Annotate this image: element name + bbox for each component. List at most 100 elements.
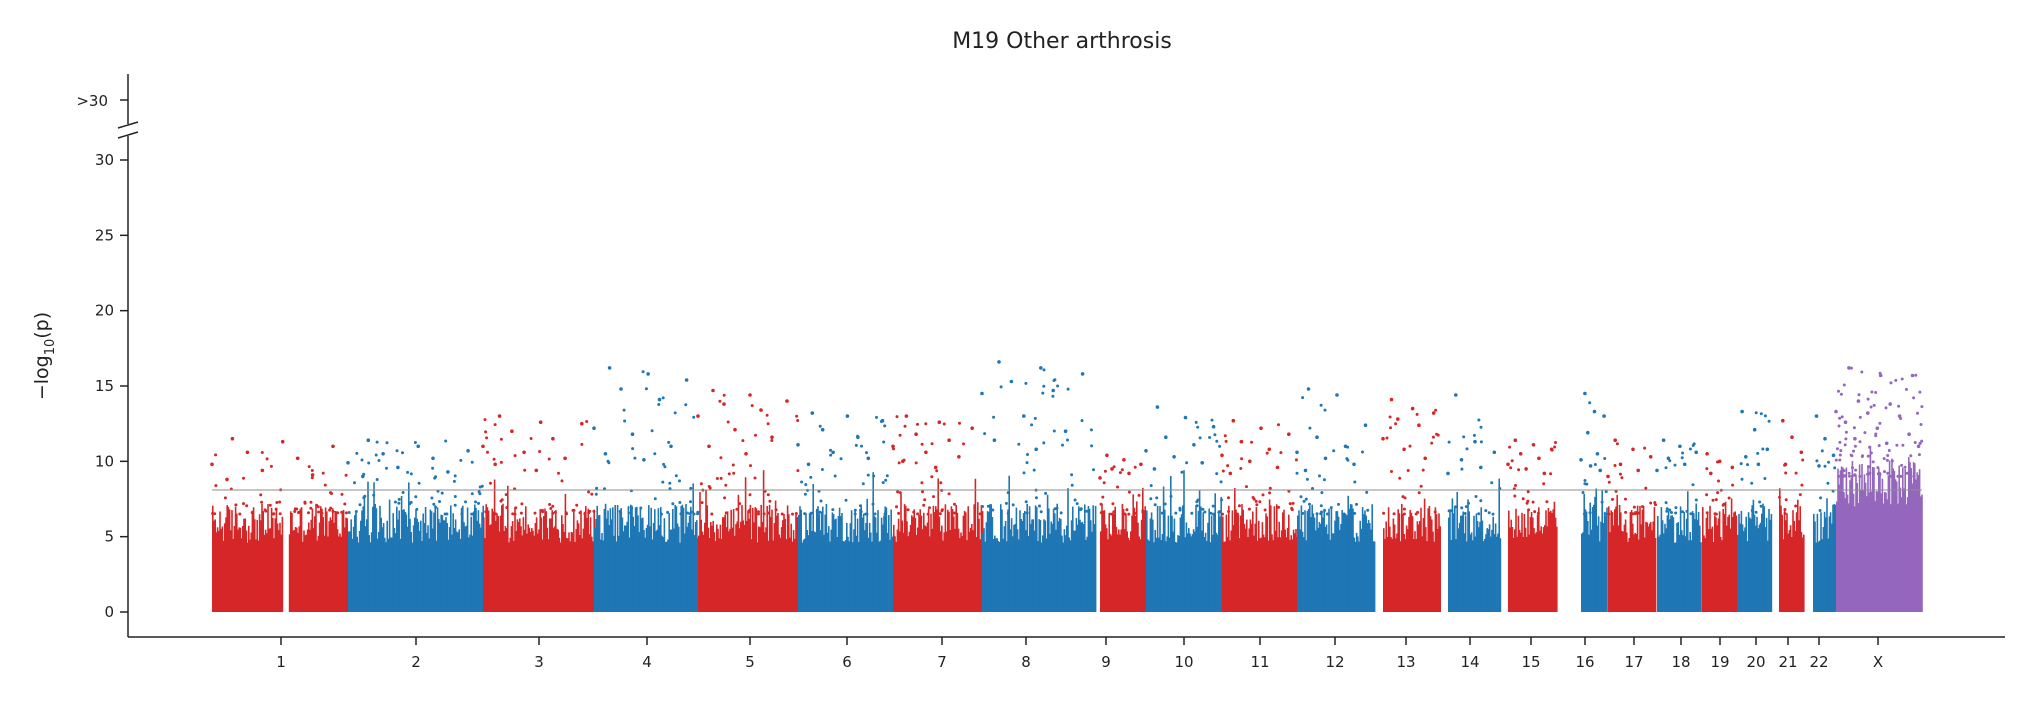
snp-point bbox=[1389, 426, 1392, 430]
snp-point bbox=[601, 533, 603, 612]
snp-point bbox=[608, 525, 610, 612]
snp-point bbox=[1680, 456, 1684, 460]
snp-hit bbox=[1897, 414, 1902, 418]
snp-point bbox=[1212, 512, 1216, 516]
snp-point bbox=[291, 513, 293, 612]
snp-point bbox=[743, 524, 746, 612]
snp-hit bbox=[1335, 393, 1339, 397]
snp-point bbox=[1527, 508, 1531, 512]
snp-point bbox=[631, 447, 635, 451]
snp-point bbox=[1261, 522, 1264, 612]
snp-point bbox=[1608, 506, 1610, 612]
snp-point bbox=[859, 504, 862, 508]
snp-point bbox=[1780, 505, 1782, 612]
snp-point bbox=[1438, 513, 1440, 612]
snp-point bbox=[406, 470, 410, 474]
snp-point bbox=[1788, 530, 1791, 612]
snp-point bbox=[226, 505, 228, 612]
axis-break-mark-top bbox=[117, 121, 139, 129]
snp-point bbox=[460, 507, 463, 612]
snp-point bbox=[1405, 525, 1408, 612]
snp-point bbox=[577, 523, 580, 612]
snp-point bbox=[1051, 523, 1054, 612]
snp-point bbox=[1171, 515, 1173, 612]
chromosome-2-points bbox=[346, 438, 484, 612]
snp-point bbox=[444, 520, 446, 612]
snp-point bbox=[1668, 508, 1672, 512]
snp-hit bbox=[820, 427, 825, 432]
snp-point bbox=[423, 523, 426, 612]
snp-point bbox=[1528, 534, 1530, 612]
snp-hit bbox=[466, 449, 470, 453]
y-tick-label: 20 bbox=[95, 302, 114, 320]
snp-point bbox=[740, 521, 742, 612]
snp-point bbox=[442, 520, 445, 612]
snp-point bbox=[1385, 436, 1389, 440]
x-tick-layer: 1 2 3 4 5 6 7 8 9 10 11 12 13 14 15 16 17 18 19 20 21 22 X bbox=[276, 637, 1883, 671]
snp-point bbox=[1295, 529, 1297, 612]
snp-point bbox=[757, 510, 760, 514]
snp-point bbox=[696, 520, 698, 612]
chromosome-15-points bbox=[1506, 438, 1558, 612]
snp-point bbox=[409, 518, 411, 612]
snp-point bbox=[1363, 514, 1365, 612]
snp-point bbox=[661, 480, 665, 484]
snp-point bbox=[1270, 505, 1272, 612]
snp-point bbox=[1706, 511, 1709, 612]
snp-point bbox=[219, 511, 221, 612]
snp-point bbox=[1019, 510, 1021, 612]
snp-point bbox=[1617, 525, 1620, 612]
snp-point bbox=[464, 526, 466, 612]
snp-point bbox=[561, 515, 563, 612]
snp-point bbox=[428, 538, 430, 612]
snp-point bbox=[752, 507, 754, 612]
snp-point bbox=[636, 506, 638, 612]
snp-point bbox=[864, 530, 866, 612]
snp-point bbox=[1783, 508, 1786, 612]
snp-point bbox=[771, 509, 773, 612]
snp-point bbox=[484, 510, 488, 514]
snp-point bbox=[342, 509, 345, 612]
snp-point bbox=[1139, 539, 1142, 612]
snp-hit bbox=[1524, 467, 1528, 471]
snp-point bbox=[1069, 540, 1072, 612]
snp-point bbox=[890, 509, 892, 612]
snp-point bbox=[1886, 471, 1890, 475]
snp-hit bbox=[1423, 456, 1427, 461]
snp-point bbox=[1630, 510, 1633, 612]
snp-point bbox=[861, 517, 864, 612]
snp-point bbox=[1102, 510, 1104, 612]
snp-point bbox=[1271, 534, 1273, 612]
snp-point bbox=[1046, 494, 1049, 612]
snp-hit bbox=[310, 473, 315, 477]
snp-point bbox=[1801, 537, 1804, 612]
snp-point bbox=[1349, 504, 1352, 612]
snp-point bbox=[1510, 459, 1514, 463]
snp-hit bbox=[1127, 471, 1131, 476]
snp-point bbox=[1628, 538, 1630, 612]
snp-point bbox=[1912, 474, 1916, 478]
snp-point bbox=[1615, 506, 1617, 612]
snp-point bbox=[1043, 519, 1045, 612]
snp-point bbox=[541, 510, 545, 514]
snp-point bbox=[356, 536, 358, 612]
snp-point bbox=[1919, 423, 1923, 426]
snp-point bbox=[440, 514, 442, 612]
snp-hit bbox=[1009, 379, 1014, 384]
snp-hit bbox=[1916, 444, 1921, 449]
snp-point bbox=[274, 518, 276, 612]
snp-point bbox=[855, 535, 858, 612]
snp-point bbox=[1453, 505, 1457, 509]
snp-point bbox=[1392, 518, 1395, 612]
snp-point bbox=[1391, 538, 1393, 612]
snp-point bbox=[1180, 470, 1184, 474]
snp-point bbox=[754, 507, 756, 612]
snp-hit bbox=[933, 465, 938, 470]
snp-point bbox=[1624, 497, 1627, 501]
snp-point bbox=[303, 530, 305, 612]
snp-point bbox=[1084, 504, 1086, 612]
snp-point bbox=[493, 479, 496, 612]
snp-point bbox=[1726, 525, 1728, 612]
snp-hit bbox=[669, 444, 673, 449]
snp-point bbox=[865, 512, 869, 516]
